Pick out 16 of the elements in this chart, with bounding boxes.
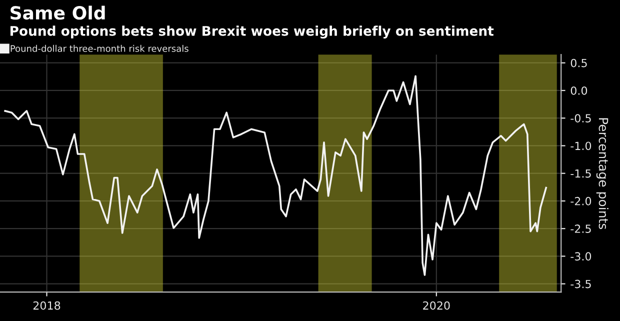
- legend-label: Pound-dollar three-month risk reversals: [10, 44, 188, 52]
- y-tick-label: -2.5: [570, 224, 591, 233]
- x-tick-label: 2018: [33, 301, 60, 310]
- y-tick-label: 0.5: [570, 58, 587, 68]
- line-series: [4, 75, 548, 276]
- y-axis-title: Percentage points: [596, 118, 608, 230]
- y-tick-label: -3.0: [570, 252, 592, 261]
- y-tick-label: -1.5: [570, 169, 591, 178]
- chart-title: Same Old: [10, 6, 105, 20]
- chart-subtitle: Pound options bets show Brexit woes weigh briefly on sentiment: [10, 26, 494, 39]
- y-tick-label: -0.5: [570, 114, 591, 122]
- y-tick-label: -1.0: [570, 142, 592, 150]
- y-tick-label: 0.0: [570, 86, 588, 95]
- y-tick-label: -2.0: [570, 196, 592, 206]
- x-tick-label: 2020: [423, 301, 450, 310]
- y-tick-label: -3.5: [570, 280, 591, 288]
